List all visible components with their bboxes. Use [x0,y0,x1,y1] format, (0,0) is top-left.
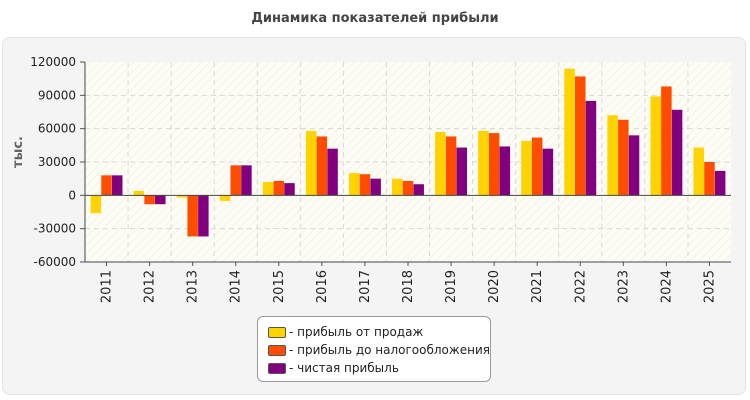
legend-item: - чистая прибыль [268,359,490,377]
y-tick-label: 90000 [38,88,76,102]
x-tick-label: 2023 [616,270,631,303]
y-axis-label: тыс. [11,136,26,168]
legend-label: - прибыль до налогообложения [289,343,490,357]
y-tick-label: 0 [68,188,76,202]
bar [133,190,145,196]
bar [478,130,489,196]
bar [219,195,231,201]
bar [273,180,285,196]
bar [284,183,295,196]
bar [327,148,338,196]
chart-title: Динамика показателей прибыли [251,11,499,26]
x-tick-label: 2024 [659,270,674,303]
y-tick-label: -30000 [33,222,76,236]
legend-label: - чистая прибыль [289,361,399,375]
bar [111,175,123,196]
bar [628,135,640,196]
bar [531,137,543,196]
legend-swatch [268,326,286,338]
x-tick-label: 2021 [530,270,545,303]
x-tick-label: 2012 [143,270,158,303]
bar [101,175,112,196]
axes: 120000 90000 60000 30000 0 -30000 -60000 2011 20… [30,55,731,303]
bar [618,119,629,196]
legend-item: - прибыль от продаж [268,323,490,341]
bar [370,178,381,196]
bar [456,147,468,196]
bar [187,195,198,237]
bar [305,130,317,196]
bar [392,178,403,196]
bar [607,115,618,196]
grid [85,62,731,262]
bar [445,136,457,196]
x-tick-label: 2018 [401,270,416,303]
bar [488,133,500,196]
x-tick-label: 2015 [272,270,287,303]
bar [348,173,360,196]
x-tick-label: 2011 [100,270,115,303]
legend-item: - прибыль до налогообложения [268,341,490,359]
y-tick-label: 120000 [30,55,76,69]
bar [316,136,328,196]
bar [176,195,188,198]
y-tick-label: 30000 [38,155,76,169]
chart-legend: - прибыль от продаж - прибыль до налогооб… [257,316,491,382]
bar [542,148,554,196]
y-tick-label: 60000 [38,122,76,136]
bar [650,96,661,196]
bar [575,76,586,196]
x-tick-label: 2014 [229,270,244,303]
bar [262,182,274,196]
bar [564,68,575,196]
x-tick-label: 2013 [186,270,201,303]
x-tick-label: 2016 [315,270,330,303]
bar [435,132,446,196]
bar [144,195,155,205]
bar [521,140,532,196]
bar [499,146,511,196]
x-tick-label: 2020 [487,270,502,303]
bar [402,180,414,196]
x-tick-label: 2017 [358,270,373,303]
legend-swatch [268,344,286,356]
bar [661,86,672,196]
bar [704,162,715,196]
x-tick-label: 2019 [444,270,459,303]
x-tick-label: 2022 [573,270,588,303]
y-tick-label: -60000 [33,255,76,269]
legend-swatch [268,362,286,374]
bar [585,100,597,196]
bar [90,195,102,214]
bars [90,68,726,237]
bar [714,170,726,196]
x-tick-label: 2025 [702,270,717,303]
legend-label: - прибыль от продаж [289,325,424,339]
bar [671,109,683,196]
bar [359,174,371,196]
bar [230,165,241,196]
bar [155,195,166,205]
bar [413,184,424,196]
bar [693,147,705,196]
bar [198,195,209,237]
bar [241,165,252,196]
